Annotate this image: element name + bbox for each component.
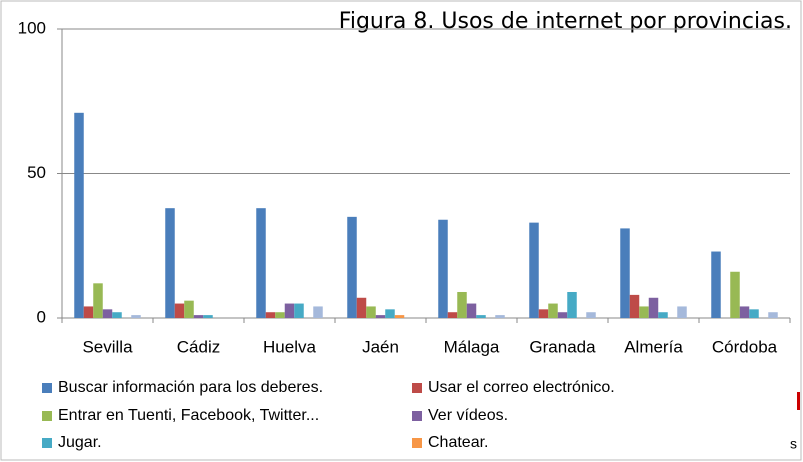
bar [639,306,649,318]
bar [495,315,505,318]
x-tick-label: Cádiz [177,337,220,356]
bar [457,291,467,318]
x-tick-label: Huelva [263,337,316,356]
bar [174,303,185,318]
legend-label: Jugar. [58,434,102,451]
legend-swatch [412,411,422,421]
x-tick-label: Málaga [444,337,500,356]
bar [203,315,213,318]
legend-label: Usar el correo electrónico. [428,379,615,396]
legend-swatch [42,438,52,448]
bar [131,315,141,318]
bar [447,312,458,318]
bar [648,297,659,318]
bar [749,309,759,318]
legend-swatch [42,411,52,421]
legend-label: Entrar en Tuenti, Facebook, Twitter... [58,407,319,424]
bar [394,315,405,318]
x-tick-label: Jaén [362,337,399,356]
bar [313,306,323,318]
bar [93,283,103,318]
bar [768,312,778,318]
bar [677,306,687,318]
legend-swatch [412,383,422,393]
bar [567,291,577,318]
legend-swatch [412,438,422,448]
bar [284,303,295,318]
bar [586,312,596,318]
bar [538,309,549,318]
bar [256,208,266,318]
bar [466,303,477,318]
bar [112,312,122,318]
y-tick-label: 50 [27,163,46,182]
bar [658,312,668,318]
bar [184,300,194,318]
bar [265,312,276,318]
bar [275,312,285,318]
bar [620,228,630,318]
bar [730,271,740,318]
legend-label: Ver vídeos. [428,407,508,424]
bar [347,216,357,318]
bar [438,219,448,318]
bar [193,315,204,318]
bar [529,222,539,318]
y-tick-label: 0 [37,307,46,326]
bar [356,297,367,318]
x-tick-label: Córdoba [712,337,778,356]
bar [102,309,113,318]
x-tick-label: Almería [624,337,683,356]
chart-title: Figura 8. Usos de internet por provincia… [339,9,792,34]
x-tick-label: Sevilla [82,337,133,356]
x-tick-label: Granada [529,337,596,356]
stray-text: s [790,436,797,452]
bar [294,303,304,318]
bar [375,315,386,318]
legend-swatch [42,383,52,393]
bar [366,306,376,318]
bar [74,112,84,318]
bar [629,294,640,318]
bar [739,306,750,318]
bar [548,303,558,318]
legend-label: Chatear. [428,434,488,451]
bar [476,315,486,318]
bar [165,208,175,318]
legend-label: Buscar información para los deberes. [58,379,323,396]
bar [557,312,568,318]
bar [83,306,94,318]
bar [711,251,721,318]
y-tick-label: 100 [18,18,46,37]
stray-mark [797,392,800,410]
bar [385,309,395,318]
